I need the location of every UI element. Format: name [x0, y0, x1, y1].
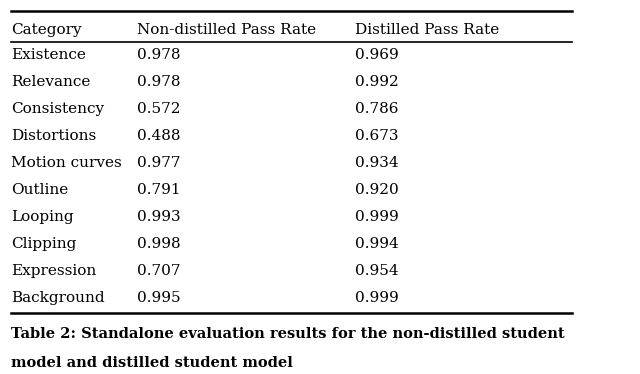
Text: 0.978: 0.978	[138, 48, 181, 62]
Text: 0.977: 0.977	[138, 156, 181, 170]
Text: Table 2: Standalone evaluation results for the non-distilled student: Table 2: Standalone evaluation results f…	[12, 328, 565, 341]
Text: model and distilled student model: model and distilled student model	[12, 356, 293, 370]
Text: Non-distilled Pass Rate: Non-distilled Pass Rate	[138, 22, 317, 37]
Text: 0.999: 0.999	[355, 210, 399, 224]
Text: Background: Background	[12, 291, 105, 305]
Text: 0.791: 0.791	[138, 183, 181, 197]
Text: Category: Category	[12, 22, 82, 37]
Text: 0.488: 0.488	[138, 129, 181, 143]
Text: 0.993: 0.993	[138, 210, 181, 224]
Text: 0.992: 0.992	[355, 75, 399, 89]
Text: 0.995: 0.995	[138, 291, 181, 305]
Text: Distilled Pass Rate: Distilled Pass Rate	[355, 22, 499, 37]
Text: Motion curves: Motion curves	[12, 156, 122, 170]
Text: Relevance: Relevance	[12, 75, 91, 89]
Text: 0.999: 0.999	[355, 291, 399, 305]
Text: Looping: Looping	[12, 210, 74, 224]
Text: Existence: Existence	[12, 48, 86, 62]
Text: 0.707: 0.707	[138, 264, 181, 278]
Text: 0.954: 0.954	[355, 264, 399, 278]
Text: 0.786: 0.786	[355, 102, 399, 116]
Text: 0.969: 0.969	[355, 48, 399, 62]
Text: Clipping: Clipping	[12, 237, 77, 251]
Text: Distortions: Distortions	[12, 129, 97, 143]
Text: 0.920: 0.920	[355, 183, 399, 197]
Text: 0.994: 0.994	[355, 237, 399, 251]
Text: 0.934: 0.934	[355, 156, 399, 170]
Text: Consistency: Consistency	[12, 102, 104, 116]
Text: Expression: Expression	[12, 264, 97, 278]
Text: 0.572: 0.572	[138, 102, 181, 116]
Text: 0.673: 0.673	[355, 129, 399, 143]
Text: 0.998: 0.998	[138, 237, 181, 251]
Text: Outline: Outline	[12, 183, 68, 197]
Text: 0.978: 0.978	[138, 75, 181, 89]
